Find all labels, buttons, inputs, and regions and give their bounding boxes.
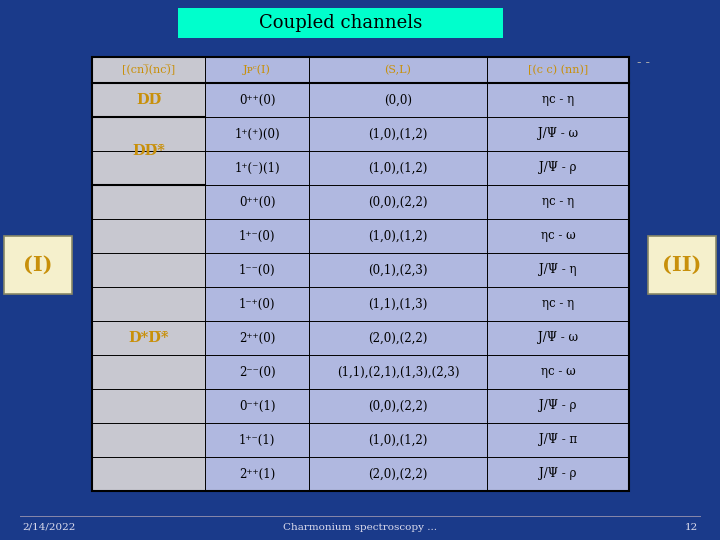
Bar: [205, 355, 629, 389]
Text: (1,0),(1,2): (1,0),(1,2): [369, 161, 428, 174]
Text: (0,1),(2,3): (0,1),(2,3): [368, 264, 428, 276]
Bar: [92, 57, 629, 491]
Text: ηc - ω: ηc - ω: [541, 230, 575, 242]
Text: (0,0),(2,2): (0,0),(2,2): [368, 400, 428, 413]
Text: 2⁻⁻(0): 2⁻⁻(0): [239, 366, 275, 379]
Bar: [205, 423, 629, 457]
Text: 2/14/2022: 2/14/2022: [22, 523, 76, 531]
Text: (2,0),(2,2): (2,0),(2,2): [369, 332, 428, 345]
Bar: [205, 321, 629, 355]
Text: (I): (I): [23, 255, 53, 275]
Text: [(c c) (nn)]: [(c c) (nn)]: [528, 65, 588, 75]
Text: (S,L): (S,L): [384, 65, 411, 75]
Text: 0⁺⁺(0): 0⁺⁺(0): [239, 93, 275, 106]
Bar: [205, 83, 629, 117]
Text: 0⁻⁺(1): 0⁻⁺(1): [239, 400, 275, 413]
Text: (1,0),(1,2): (1,0),(1,2): [369, 127, 428, 140]
Bar: [205, 57, 629, 83]
Text: 2⁺⁺(1): 2⁺⁺(1): [239, 468, 275, 481]
Bar: [205, 389, 629, 423]
Bar: [178, 8, 503, 38]
Text: (1,1),(2,1),(1,3),(2,3): (1,1),(2,1),(1,3),(2,3): [337, 366, 459, 379]
Text: 1⁺(⁻)(1): 1⁺(⁻)(1): [234, 161, 280, 174]
Text: 1⁻⁻(0): 1⁻⁻(0): [239, 264, 275, 276]
Text: (1,1),(1,3): (1,1),(1,3): [369, 298, 428, 310]
Text: Charmonium spectroscopy ...: Charmonium spectroscopy ...: [283, 523, 437, 531]
Text: J/Ψ - ω: J/Ψ - ω: [538, 332, 578, 345]
Bar: [92, 57, 629, 491]
Text: 1⁺(⁺)(0): 1⁺(⁺)(0): [234, 127, 280, 140]
Bar: [4, 236, 72, 294]
Bar: [205, 287, 629, 321]
Text: - -: - -: [637, 56, 650, 69]
Text: 1⁺⁻(1): 1⁺⁻(1): [239, 434, 275, 447]
Text: J/Ψ - ρ: J/Ψ - ρ: [539, 400, 577, 413]
Text: (1,0),(1,2): (1,0),(1,2): [369, 434, 428, 447]
Text: (1,0),(1,2): (1,0),(1,2): [369, 230, 428, 242]
Text: 2⁺⁺(0): 2⁺⁺(0): [239, 332, 275, 345]
Text: Coupled channels: Coupled channels: [259, 14, 422, 32]
Text: J/Ψ - ρ: J/Ψ - ρ: [539, 161, 577, 174]
Text: (II): (II): [662, 255, 702, 275]
Text: (2,0),(2,2): (2,0),(2,2): [369, 468, 428, 481]
Text: J/Ψ - η: J/Ψ - η: [539, 264, 577, 276]
Text: J/Ψ - ω: J/Ψ - ω: [538, 127, 578, 140]
Text: (0,0): (0,0): [384, 93, 412, 106]
Bar: [205, 253, 629, 287]
Text: 12: 12: [685, 523, 698, 531]
Bar: [205, 457, 629, 491]
Text: ηc - η: ηc - η: [542, 298, 574, 310]
Bar: [205, 117, 629, 151]
Bar: [648, 236, 716, 294]
Bar: [205, 219, 629, 253]
Text: 0⁺⁺(0): 0⁺⁺(0): [239, 195, 275, 208]
Text: ηc - ω: ηc - ω: [541, 366, 575, 379]
Text: J/Ψ - ρ: J/Ψ - ρ: [539, 468, 577, 481]
Text: DD̅*̄: DD̅*̄: [132, 144, 165, 158]
Bar: [205, 185, 629, 219]
Text: (0,0),(2,2): (0,0),(2,2): [368, 195, 428, 208]
Text: 1⁻⁺(0): 1⁻⁺(0): [239, 298, 275, 310]
Text: 1⁺⁻(0): 1⁺⁻(0): [239, 230, 275, 242]
Text: ηc - η: ηc - η: [542, 93, 574, 106]
Text: DD̅̄: DD̅̄: [136, 93, 161, 107]
Text: [(cn)̅(nc)̅]: [(cn)̅(nc)̅]: [122, 65, 175, 75]
Text: Jᴘᶜ(I): Jᴘᶜ(I): [243, 65, 271, 75]
Text: D*D̅*̄: D*D̅*̄: [128, 331, 168, 345]
Text: ηc - η: ηc - η: [542, 195, 574, 208]
Text: J/Ψ - π: J/Ψ - π: [539, 434, 577, 447]
Bar: [205, 151, 629, 185]
